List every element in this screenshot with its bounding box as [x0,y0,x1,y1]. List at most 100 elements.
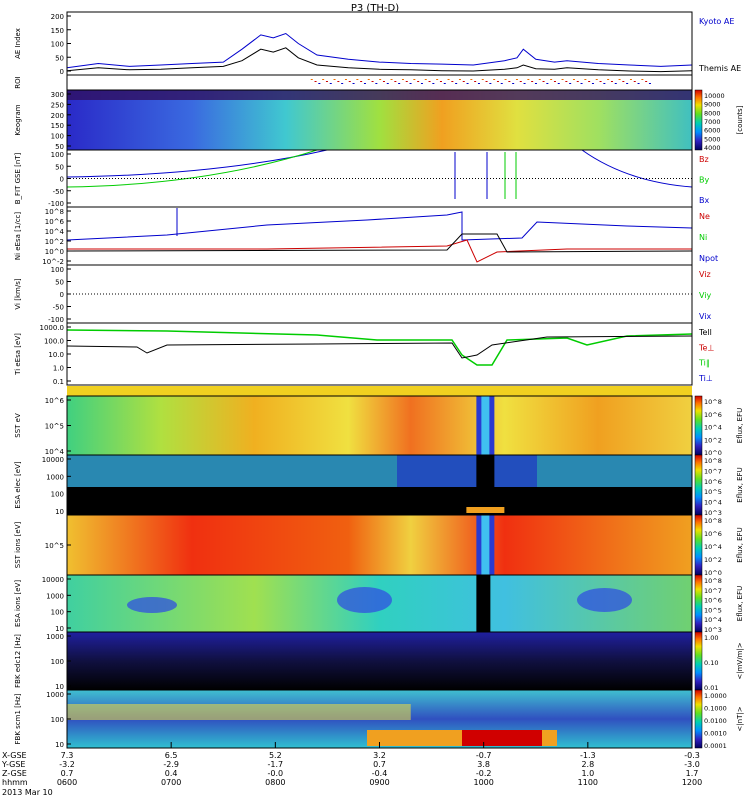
fbk-b-yellow [67,704,411,720]
roi-marker [591,83,594,84]
ae-legend-entry: Kyoto AE [699,17,734,26]
density-ylabel: Ni eEsa [1/cc] [14,212,22,261]
sst_e-colorbar-tick: 10^8 [704,398,722,406]
x-tick-label: 0.4 [165,769,178,778]
bx-curve-right [581,149,693,188]
temperature-ytick: 1.0 [53,365,64,373]
x-row-label-ygse: Y-GSE [1,760,25,769]
roi-marker [325,81,328,82]
roi-marker [477,83,480,84]
ae-ytick: 50 [55,54,64,62]
roi-marker [538,79,541,80]
fbk-b-band-core [462,730,542,746]
x-row-label-zgse: Z-GSE [2,769,27,778]
roi-marker [527,79,530,80]
bfield-legend-entry: By [699,176,709,185]
x-tick-label: 1000 [473,778,493,787]
esa_e-colorbar-tick: 10^5 [704,488,722,496]
bfield-ytick: -100 [48,200,64,208]
density-ytick: 10^-2 [42,258,64,266]
ti-line [66,329,693,366]
keogram-colorbar-tick: 6000 [704,127,721,135]
ae-ylabel: AE Index [14,28,22,59]
npot-line [66,233,693,253]
roi-marker [607,79,610,80]
roi-marker [557,83,560,84]
by-curve [66,149,318,188]
sst_i-colorbar-label: Eflux, EFU [736,527,744,562]
fbk_e-colorbar-label: <|mV/m|> [736,642,744,679]
esa_e-colorbar [694,454,703,516]
x-tick-label: 3.8 [477,760,490,769]
esa-i-blob [577,588,632,612]
sst_e-colorbar-tick: 10^4 [704,424,722,432]
roi-marker [333,79,336,80]
roi-marker [645,81,648,82]
density-ytick: 10^0 [45,248,64,256]
sst_i-colorbar-tick: 10^4 [704,543,722,551]
roi-marker [496,81,499,82]
fbk_b-colorbar [694,689,703,749]
roi-marker [360,81,363,82]
roi-marker [493,79,496,80]
roi-marker [565,81,568,82]
velocity-legend-entry: Viy [699,291,712,300]
roi-marker [409,83,412,84]
roi-marker [382,81,385,82]
roi-marker [386,83,389,84]
density-ytick: 10^8 [45,208,64,216]
roi-marker [618,79,621,80]
ae-series-kyoto [66,32,693,69]
esa_e-ytick: 1000 [46,473,64,481]
ae-frame [66,11,693,76]
roi-marker [344,79,347,80]
esa_e-ytick: 10 [55,508,64,516]
roi-marker [439,81,442,82]
keogram-ytick: 300 [51,91,64,99]
plot-date: 2013 Mar 10 [2,788,53,797]
esa_i-colorbar-tick: 10^6 [704,597,722,605]
fbk_b-ylabel: FBK scm1 [Hz] [14,693,22,744]
roi-marker [341,83,344,84]
fbk_b-colorbar-tick: 0.0001 [704,742,727,750]
roi-marker [512,83,515,84]
x-tick-label: -2.9 [163,760,179,769]
roi-marker [432,83,435,84]
ae-ytick: 0 [60,68,64,76]
fbk_e-spectrogram [67,632,692,690]
x-tick-label: -1.7 [268,760,284,769]
fbk_e-ytick: 100 [51,658,64,666]
roi-marker [531,81,534,82]
fbk_e-colorbar-tick: 0.01 [704,684,718,692]
fbk_b-colorbar-tick: 1.0000 [704,692,727,700]
keogram-colorbar [694,89,703,151]
esa_i-colorbar [694,574,703,633]
esa_e-ylabel: ESA elec [eV] [14,461,22,508]
sst_e-ylabel: SST eV [14,413,22,438]
roi-marker [352,83,355,84]
te-line [66,335,693,359]
keogram-ytick: 200 [51,112,64,120]
esa_i-ytick: 10 [55,625,64,633]
temperature-ytick: 10.0 [48,351,64,359]
fbk_e-colorbar-tick: 0.10 [704,659,718,667]
roi-marker [379,79,382,80]
sst_e-colorbar [694,395,703,456]
roi-marker [394,81,397,82]
fbk_e-colorbar [694,631,703,691]
roi-marker [451,81,454,82]
x-tick-label: 0700 [161,778,181,787]
esa_e-colorbar-label: Eflux, EFU [736,467,744,502]
temperature-ylabel: Ti eEsa [eV] [14,333,22,376]
sst_i-ylabel: SST ions [eV] [14,521,22,568]
esa_i-colorbar-tick: 10^4 [704,616,722,624]
esa_e-ytick: 10000 [42,456,64,464]
roi-marker [546,83,549,84]
bfield-ytick: 100 [51,151,64,159]
x-row-label-hhmm: hhmm [2,778,28,787]
sst_i-colorbar-tick: 10^8 [704,517,722,525]
fbk_e-ytick: 10 [55,683,64,691]
roi-marker [466,83,469,84]
roi-marker [637,83,640,84]
